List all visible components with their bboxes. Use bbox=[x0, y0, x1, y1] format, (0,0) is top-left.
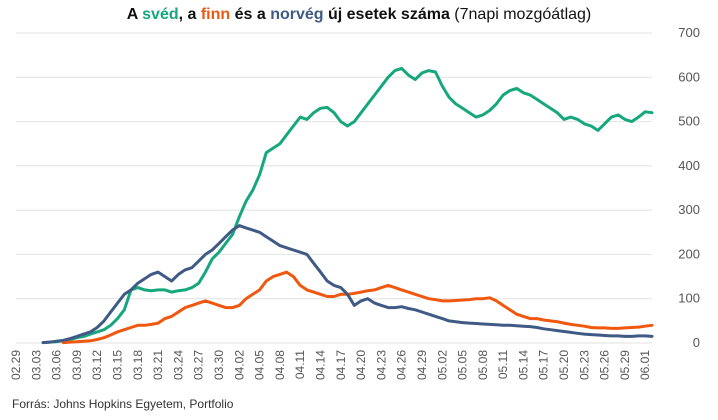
x-tick-label: 04.29 bbox=[415, 350, 429, 380]
x-tick-label: 03.09 bbox=[70, 350, 84, 380]
title-part-1: A bbox=[126, 6, 143, 23]
title-norway: norvég bbox=[270, 6, 324, 23]
x-tick-label: 03.15 bbox=[110, 350, 124, 380]
x-tick-label: 04.02 bbox=[232, 350, 246, 380]
title-part-3: és a bbox=[230, 6, 271, 23]
x-tick-label: 05.23 bbox=[577, 350, 591, 380]
title-part-2: , a bbox=[178, 6, 201, 23]
x-tick-label: 05.26 bbox=[598, 350, 612, 380]
y-tick-label: 300 bbox=[678, 202, 700, 217]
x-tick-label: 05.20 bbox=[557, 350, 571, 380]
x-tick-label: 04.20 bbox=[354, 350, 368, 380]
x-tick-label: 03.30 bbox=[212, 350, 226, 380]
x-tick-label: 04.17 bbox=[334, 350, 348, 380]
x-tick-label: 05.17 bbox=[537, 350, 551, 380]
x-tick-label: 04.26 bbox=[395, 350, 409, 380]
y-tick-label: 600 bbox=[678, 69, 700, 84]
x-tick-label: 03.03 bbox=[29, 350, 43, 380]
x-tick-label: 05.05 bbox=[456, 350, 470, 380]
title-part-4: új esetek száma bbox=[323, 6, 450, 23]
x-tick-label: 04.11 bbox=[293, 350, 307, 379]
x-tick-label: 05.11 bbox=[496, 350, 510, 379]
x-tick-label: 04.14 bbox=[313, 350, 327, 380]
series-line-norway bbox=[41, 224, 654, 345]
chart-title: A svéd, a finn és a norvég új esetek szá… bbox=[0, 6, 718, 24]
y-tick-label: 400 bbox=[678, 158, 700, 173]
x-tick-label: 04.23 bbox=[374, 350, 388, 380]
x-tick-label: 05.14 bbox=[516, 350, 530, 380]
title-sweden: svéd bbox=[142, 6, 179, 23]
x-tick-label: 02.29 bbox=[9, 350, 23, 380]
x-tick-label: 04.08 bbox=[273, 350, 287, 380]
series-line-finland bbox=[61, 270, 654, 345]
y-tick-label: 100 bbox=[678, 291, 700, 306]
x-tick-label: 03.24 bbox=[171, 350, 185, 380]
title-finland: finn bbox=[200, 6, 231, 23]
x-tick-label: 03.18 bbox=[131, 350, 145, 380]
x-tick-label: 03.27 bbox=[192, 350, 206, 380]
series-line-sweden bbox=[41, 66, 654, 345]
x-tick-label: 03.21 bbox=[151, 350, 165, 380]
y-tick-label: 700 bbox=[678, 25, 700, 40]
title-part-5: (7napi mozgóátlag) bbox=[449, 6, 592, 23]
y-tick-label: 0 bbox=[693, 335, 700, 350]
source-note: Forrás: Johns Hopkins Egyetem, Portfolio bbox=[12, 397, 234, 411]
x-tick-label: 03.06 bbox=[50, 350, 64, 380]
y-tick-label: 500 bbox=[678, 114, 700, 129]
x-tick-label: 05.29 bbox=[618, 350, 632, 380]
y-tick-label: 200 bbox=[678, 246, 700, 261]
x-tick-label: 05.02 bbox=[435, 350, 449, 380]
x-tick-label: 06.01 bbox=[638, 350, 652, 380]
x-tick-label: 05.08 bbox=[476, 350, 490, 380]
x-tick-label: 03.12 bbox=[90, 350, 104, 380]
x-tick-label: 04.05 bbox=[253, 350, 267, 380]
